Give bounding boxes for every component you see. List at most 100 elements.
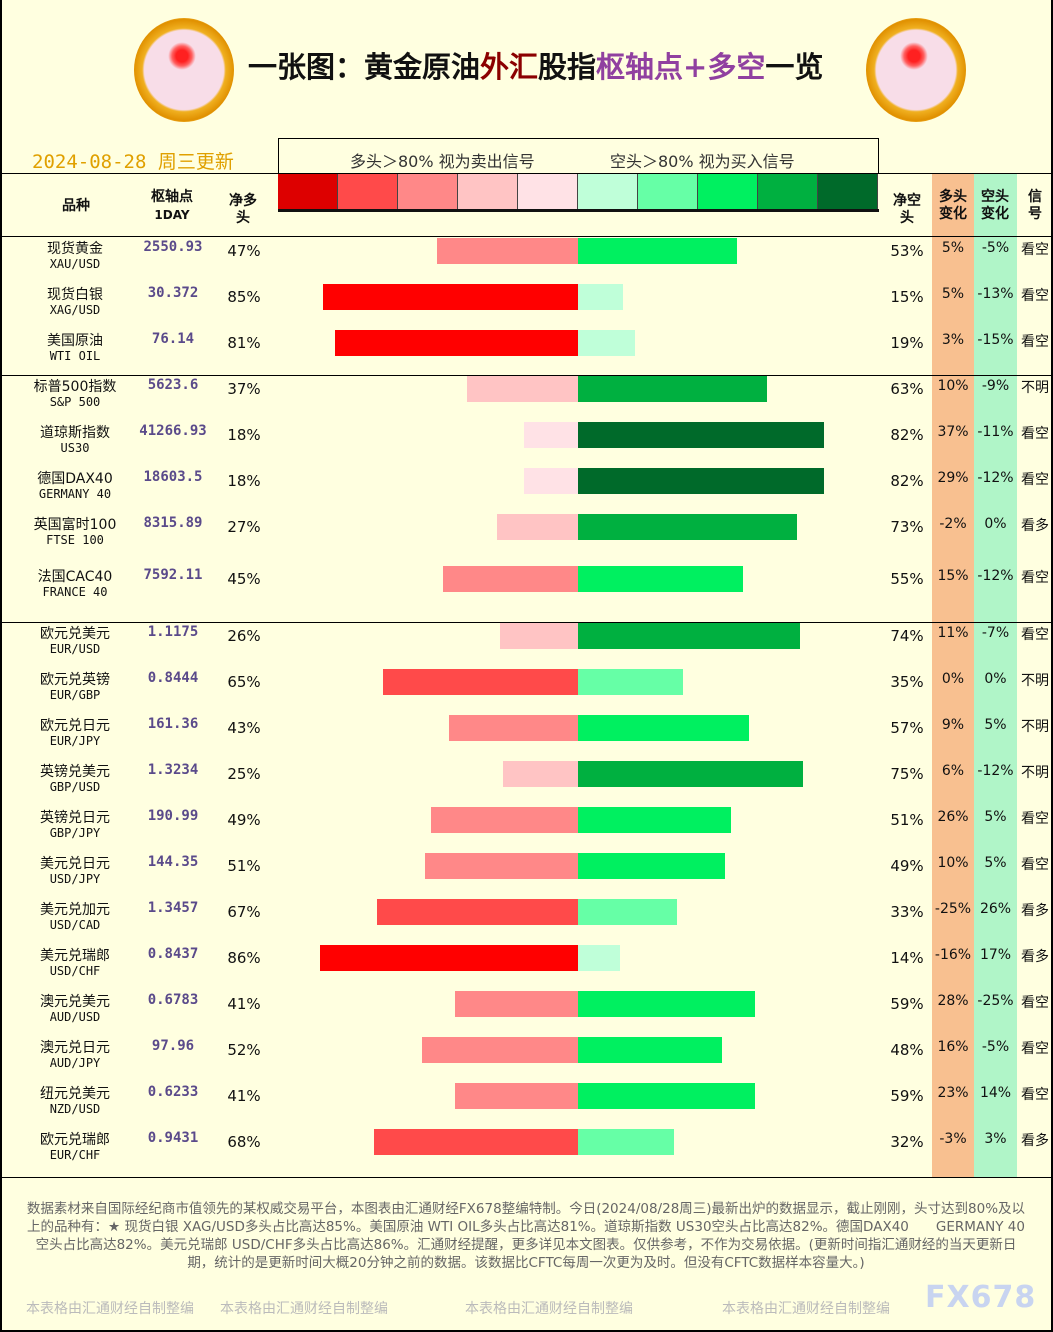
long-change: 10%	[937, 855, 969, 871]
pivot-value: 18603.5	[143, 469, 203, 485]
pivot-value: 5623.6	[147, 377, 199, 393]
legend-swatch	[638, 174, 698, 210]
instrument-name: 美元兑日元	[40, 856, 110, 872]
short-change: 17%	[979, 947, 1012, 963]
signal: 看多	[1021, 1133, 1049, 1149]
short-change: 5%	[984, 717, 1007, 733]
long-bar	[335, 330, 578, 356]
instrument-code: XAU/USD	[49, 257, 101, 271]
watermark: 本表格由汇通财经自制整编	[26, 1301, 194, 1317]
long-bar	[422, 1037, 578, 1063]
short-bar	[578, 761, 803, 787]
net-long-percent: 18%	[227, 472, 261, 490]
signal: 看空	[1021, 426, 1049, 442]
legend-swatch	[278, 174, 338, 210]
short-change: -12%	[977, 470, 1014, 486]
short-change: -7%	[981, 625, 1010, 641]
short-bar	[578, 330, 635, 356]
net-long-percent: 68%	[227, 1133, 261, 1151]
signal: 不明	[1021, 380, 1049, 396]
long-change: 5%	[941, 240, 965, 256]
divider	[0, 622, 1053, 623]
pivot-value: 8315.89	[143, 515, 203, 531]
net-long-percent: 41%	[227, 1087, 261, 1105]
short-bar	[578, 991, 755, 1017]
pivot-value: 190.99	[147, 808, 199, 824]
header-pivot-sub: 1DAY	[154, 208, 190, 222]
legend-long-text: 多头＞80% 视为卖出信号	[350, 152, 535, 171]
header-short-change: 空头变化	[981, 189, 1009, 222]
long-change: -2%	[939, 516, 967, 532]
short-change: 3%	[984, 1131, 1007, 1147]
long-bar	[425, 853, 578, 879]
legend-box	[278, 138, 879, 174]
long-change: 3%	[941, 332, 965, 348]
signal: 不明	[1021, 765, 1049, 781]
short-bar	[578, 1083, 755, 1109]
instrument-code: USD/JPY	[49, 872, 101, 886]
short-bar	[578, 284, 623, 310]
net-short-percent: 33%	[890, 903, 924, 921]
long-bar	[455, 1083, 578, 1109]
instrument-name: 澳元兑美元	[40, 994, 110, 1010]
pivot-value: 2550.93	[143, 239, 203, 255]
short-bar	[578, 807, 731, 833]
net-short-percent: 82%	[890, 426, 924, 444]
net-long-percent: 65%	[227, 673, 261, 691]
pivot-value: 1.3457	[147, 900, 199, 916]
instrument-code: S&P 500	[49, 395, 101, 409]
short-bar	[578, 623, 800, 649]
header-long-change: 多头变化	[939, 189, 967, 222]
long-bar	[374, 1129, 578, 1155]
net-long-percent: 18%	[227, 426, 261, 444]
net-long-percent: 26%	[227, 627, 261, 645]
signal: 看空	[1021, 334, 1049, 350]
instrument-code: EUR/USD	[49, 642, 101, 656]
net-short-percent: 55%	[890, 570, 924, 588]
long-change: 0%	[941, 671, 965, 687]
instrument-code: US30	[60, 441, 90, 455]
signal: 不明	[1021, 673, 1049, 689]
net-short-percent: 75%	[890, 765, 924, 783]
signal: 看空	[1021, 570, 1049, 586]
net-short-percent: 48%	[890, 1041, 924, 1059]
long-bar	[524, 422, 578, 448]
watermark: 本表格由汇通财经自制整编	[722, 1301, 890, 1317]
instrument-name: 英镑兑日元	[40, 810, 110, 826]
long-change: -3%	[939, 1131, 967, 1147]
legend-swatch	[698, 174, 758, 210]
long-change: -25%	[934, 901, 972, 917]
net-short-percent: 51%	[890, 811, 924, 829]
short-bar	[578, 238, 737, 264]
short-change: -25%	[977, 993, 1014, 1009]
short-change: 5%	[984, 809, 1007, 825]
signal: 看空	[1021, 472, 1049, 488]
short-change: 0%	[984, 516, 1007, 532]
net-long-percent: 52%	[227, 1041, 261, 1059]
instrument-code: NZD/USD	[49, 1102, 101, 1116]
signal: 不明	[1021, 719, 1049, 735]
instrument-code: XAG/USD	[49, 303, 101, 317]
long-change: -16%	[934, 947, 972, 963]
long-change: 37%	[937, 424, 969, 440]
logo-right	[866, 18, 966, 122]
divider	[0, 375, 1053, 376]
long-bar	[323, 284, 578, 310]
instrument-code: USD/CHF	[49, 964, 101, 978]
instrument-code: EUR/GBP	[49, 688, 101, 702]
net-short-percent: 57%	[890, 719, 924, 737]
instrument-code: GERMANY 40	[38, 487, 112, 501]
short-bar	[578, 945, 620, 971]
instrument-name: 英国富时100	[33, 517, 117, 533]
short-bar	[578, 566, 743, 592]
short-bar	[578, 715, 749, 741]
long-bar	[437, 238, 578, 264]
net-short-percent: 74%	[890, 627, 924, 645]
long-bar	[497, 514, 578, 540]
net-short-percent: 15%	[890, 288, 924, 306]
signal: 看空	[1021, 995, 1049, 1011]
instrument-code: GBP/JPY	[49, 826, 101, 840]
instrument-name: 法国CAC40	[37, 569, 113, 585]
net-long-percent: 86%	[227, 949, 261, 967]
long-bar	[431, 807, 578, 833]
